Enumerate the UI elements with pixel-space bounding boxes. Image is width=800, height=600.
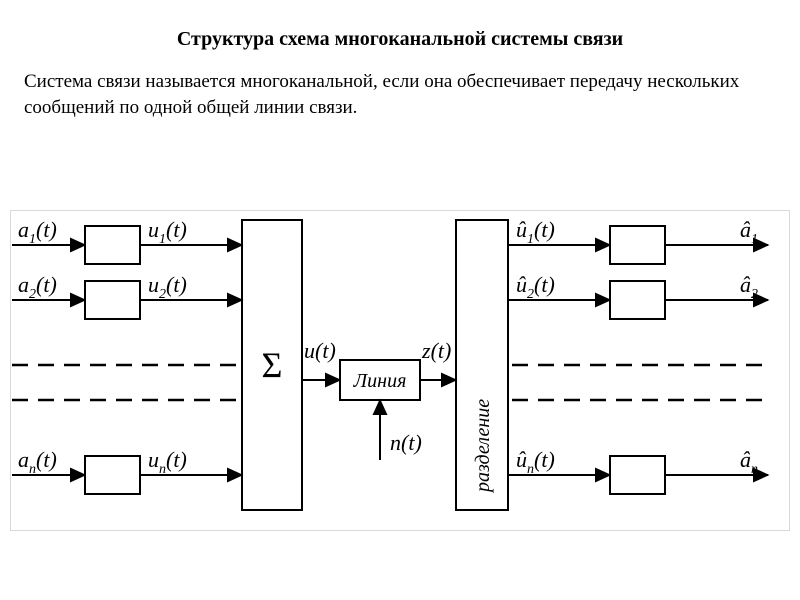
svg-text:an(t): an(t) — [18, 447, 57, 477]
svg-text:a2(t): a2(t) — [18, 272, 57, 302]
svg-text:ûn(t): ûn(t) — [516, 447, 555, 477]
svg-text:û1(t): û1(t) — [516, 217, 555, 247]
svg-text:un(t): un(t) — [148, 447, 187, 477]
svg-text:â1: â1 — [740, 217, 758, 247]
svg-text:Линия: Линия — [353, 370, 407, 392]
svg-text:â2: â2 — [740, 272, 758, 302]
svg-text:a1(t): a1(t) — [18, 217, 57, 247]
svg-text:n(t): n(t) — [390, 430, 422, 455]
svg-text:разделение: разделение — [472, 399, 494, 494]
diagram-svg: Σразделение a1(t) u1(t) a2(t) u2(t) an(t) un(t… — [10, 190, 790, 570]
svg-text:z(t): z(t) — [421, 338, 451, 363]
svg-text:u(t): u(t) — [304, 338, 336, 363]
multichannel-diagram: Σразделение a1(t) u1(t) a2(t) u2(t) an(t) un(t… — [10, 190, 790, 570]
svg-text:u2(t): u2(t) — [148, 272, 187, 302]
page-title: Структура схема многоканальной системы с… — [0, 0, 800, 59]
svg-text:u1(t): u1(t) — [148, 217, 187, 247]
description-text: Система связи называется многоканальной,… — [0, 59, 800, 120]
svg-text:Σ: Σ — [262, 345, 283, 385]
svg-text:û2(t): û2(t) — [516, 272, 555, 302]
svg-text:ân: ân — [740, 447, 758, 477]
